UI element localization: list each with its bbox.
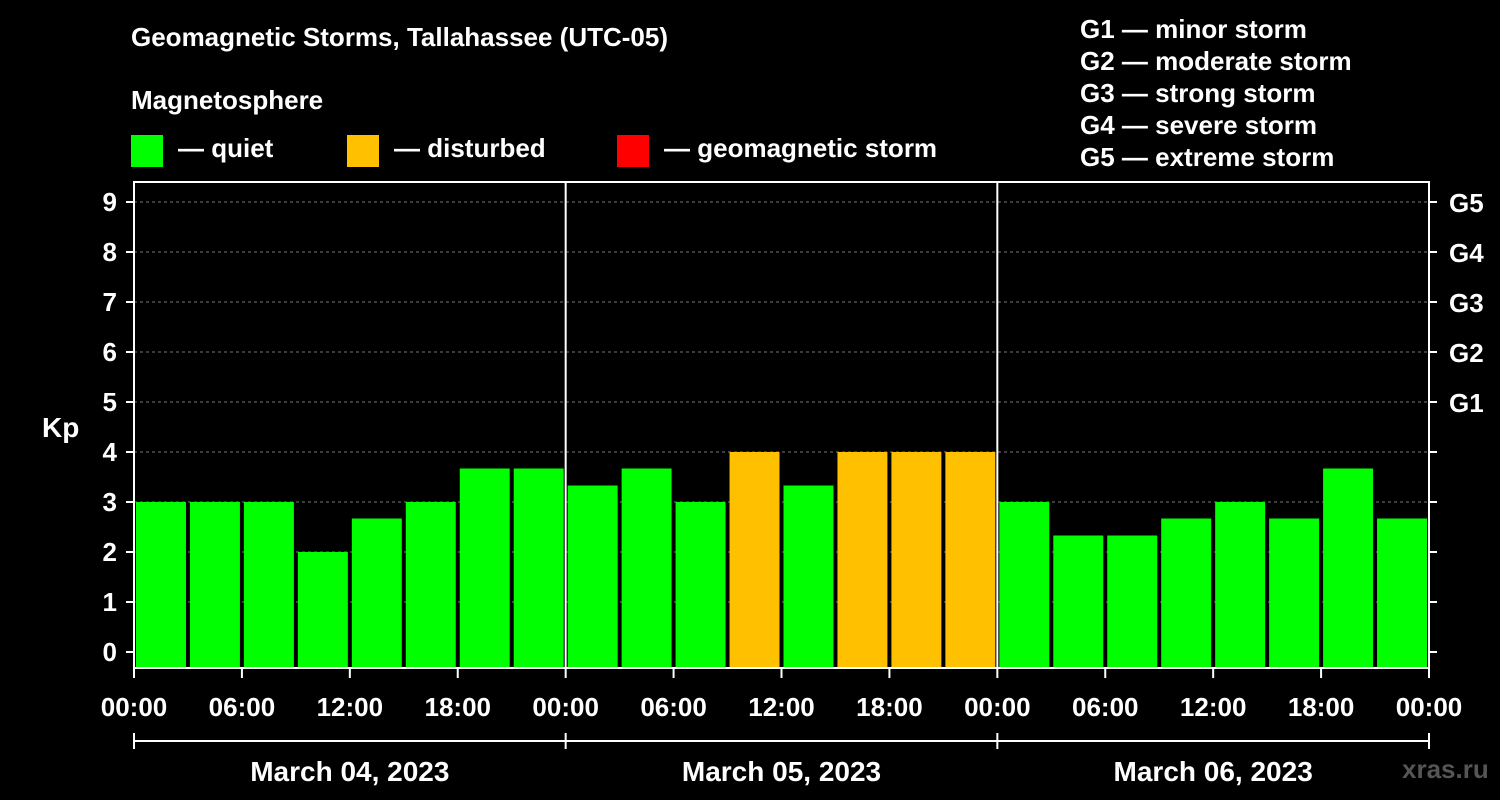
x-tick-label: 00:00 bbox=[101, 692, 168, 722]
y-tick-label: 8 bbox=[103, 237, 117, 267]
legend-label-quiet: — quiet bbox=[178, 133, 274, 163]
kp-bar bbox=[405, 502, 456, 668]
legend-swatch-disturbed bbox=[347, 135, 379, 167]
kp-bar bbox=[459, 468, 510, 668]
y-tick-label: 9 bbox=[103, 187, 117, 217]
chart-title: Geomagnetic Storms, Tallahassee (UTC-05) bbox=[131, 22, 669, 52]
day-label: March 05, 2023 bbox=[682, 756, 881, 787]
kp-bar bbox=[999, 502, 1050, 668]
x-tick-label: 12:00 bbox=[1180, 692, 1247, 722]
kp-bar bbox=[351, 518, 402, 668]
y-tick-label: 3 bbox=[103, 487, 117, 517]
kp-bar bbox=[675, 502, 726, 668]
g-tick-label: G2 bbox=[1449, 338, 1484, 368]
x-tick-label: 00:00 bbox=[964, 692, 1031, 722]
x-tick-label: 00:00 bbox=[532, 692, 599, 722]
y-tick-label: 5 bbox=[103, 387, 117, 417]
y-tick-label: 6 bbox=[103, 337, 117, 367]
watermark: xras.ru bbox=[1402, 754, 1489, 784]
x-tick-label: 12:00 bbox=[748, 692, 815, 722]
kp-bar bbox=[783, 485, 834, 668]
g-tick-label: G1 bbox=[1449, 388, 1484, 418]
kp-bar bbox=[243, 502, 294, 668]
kp-bar bbox=[1377, 518, 1427, 668]
y-tick-label: 7 bbox=[103, 287, 117, 317]
g-tick-label: G4 bbox=[1449, 238, 1484, 268]
kp-bar bbox=[891, 452, 942, 668]
kp-bar bbox=[729, 452, 780, 668]
x-tick-label: 18:00 bbox=[425, 692, 492, 722]
kp-bar bbox=[1215, 502, 1266, 668]
g-scale-g5: G5 — extreme storm bbox=[1080, 142, 1335, 172]
x-tick-label: 06:00 bbox=[209, 692, 276, 722]
kp-bar bbox=[1269, 518, 1320, 668]
y-tick-label: 4 bbox=[103, 437, 118, 467]
g-scale-g4: G4 — severe storm bbox=[1080, 110, 1318, 140]
x-tick-label: 18:00 bbox=[1288, 692, 1355, 722]
g-scale-g1: G1 — minor storm bbox=[1080, 14, 1307, 44]
kp-bar bbox=[189, 502, 240, 668]
kp-bar bbox=[1053, 535, 1104, 668]
legend-swatch-storm bbox=[617, 135, 649, 167]
g-tick-label: G3 bbox=[1449, 288, 1484, 318]
x-tick-label: 06:00 bbox=[640, 692, 707, 722]
g-tick-label: G5 bbox=[1449, 188, 1484, 218]
y-tick-label: 0 bbox=[103, 637, 117, 667]
kp-bar bbox=[513, 468, 564, 668]
x-tick-label: 18:00 bbox=[856, 692, 923, 722]
chart-subtitle: Magnetosphere bbox=[131, 85, 324, 115]
x-tick-label: 00:00 bbox=[1396, 692, 1463, 722]
kp-bar bbox=[297, 552, 348, 668]
y-axis-label: Kp bbox=[42, 412, 80, 443]
kp-bar bbox=[1161, 518, 1212, 668]
kp-bar bbox=[567, 485, 618, 668]
g-scale-g2: G2 — moderate storm bbox=[1080, 46, 1352, 76]
day-label: March 04, 2023 bbox=[250, 756, 449, 787]
legend-label-storm: — geomagnetic storm bbox=[664, 133, 938, 163]
legend-swatch-quiet bbox=[131, 135, 163, 167]
x-tick-label: 12:00 bbox=[317, 692, 384, 722]
g-scale-g3: G3 — strong storm bbox=[1080, 78, 1316, 108]
day-label: March 06, 2023 bbox=[1114, 756, 1313, 787]
y-tick-label: 1 bbox=[103, 587, 117, 617]
kp-bar bbox=[621, 468, 672, 668]
kp-bar bbox=[1323, 468, 1374, 668]
kp-bar bbox=[837, 452, 888, 668]
kp-bar bbox=[945, 452, 996, 668]
legend-label-disturbed: — disturbed bbox=[394, 133, 546, 163]
kp-bar bbox=[1107, 535, 1158, 668]
x-tick-label: 06:00 bbox=[1072, 692, 1139, 722]
kp-bar bbox=[136, 502, 186, 668]
y-tick-label: 2 bbox=[103, 537, 117, 567]
